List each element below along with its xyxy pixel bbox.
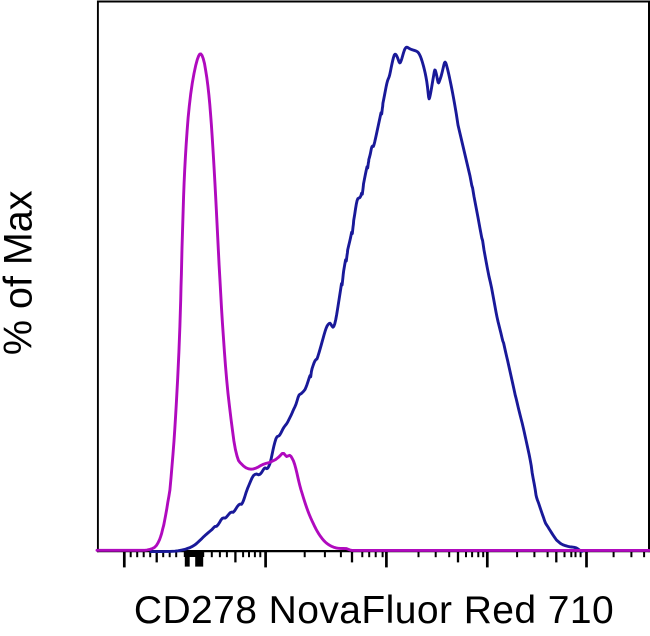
svg-text:CD278 NovaFluor Red 710: CD278 NovaFluor Red 710 — [134, 589, 614, 632]
svg-text:% of Max: % of Max — [0, 190, 41, 355]
